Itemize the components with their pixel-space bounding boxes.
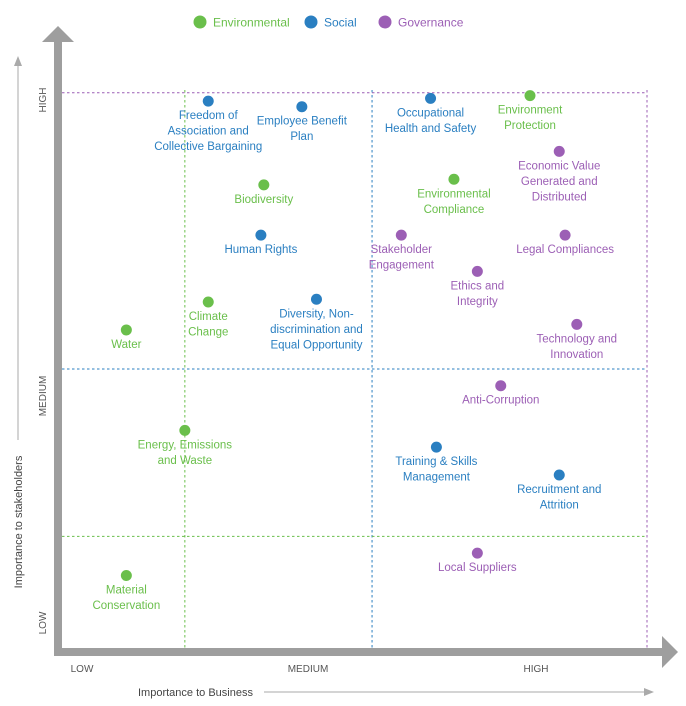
point-training-skills-management bbox=[430, 441, 442, 453]
point-economic-value-generated-and-distributed bbox=[553, 145, 565, 157]
legend: Environmental Social Governance bbox=[193, 15, 464, 30]
label-recruitment-and-attrition: Recruitment and Attrition bbox=[517, 484, 601, 512]
point-local-suppliers bbox=[471, 547, 483, 559]
point-environment-protection bbox=[524, 90, 536, 102]
y-axis-title: Importance to stakeholders bbox=[13, 455, 25, 588]
legend-marker-governance bbox=[378, 15, 392, 29]
legend-label-social: Social bbox=[324, 16, 357, 30]
label-employee-benefit-plan: Employee Benefit Plan bbox=[257, 116, 348, 143]
legend-marker-social bbox=[304, 15, 318, 29]
y-tick-medium: MEDIUM bbox=[38, 376, 49, 417]
legend-marker-environmental bbox=[193, 15, 207, 29]
label-local-suppliers: Local Suppliers bbox=[438, 562, 517, 574]
axes bbox=[14, 26, 678, 696]
legend-label-governance: Governance bbox=[398, 16, 464, 30]
point-recruitment-and-attrition bbox=[553, 469, 565, 481]
label-material-conservation: Material Conservation bbox=[92, 584, 160, 612]
label-environment-protection: Environment Protection bbox=[498, 105, 563, 133]
point-ethics-and-integrity bbox=[471, 265, 483, 277]
label-human-rights: Human Rights bbox=[224, 244, 297, 256]
point-anti-corruption bbox=[495, 380, 507, 392]
data-points: Environment Protection Environmental Compli… bbox=[92, 90, 617, 612]
point-energy-emissions-and-waste bbox=[179, 424, 191, 436]
label-freedom-of-association-and-collective-bargaining: Freedom of Association and Collective Barg… bbox=[154, 110, 262, 153]
point-climate-change bbox=[202, 296, 214, 308]
tick-labels: LOW MEDIUM HIGH LOW MEDIUM HIGH bbox=[38, 88, 549, 676]
point-water bbox=[120, 324, 132, 336]
label-water: Water bbox=[111, 339, 141, 351]
label-technology-and-innovation: Technology and Innovation bbox=[537, 333, 618, 361]
x-axis-arrow bbox=[662, 636, 678, 668]
x-tick-high: HIGH bbox=[524, 664, 549, 675]
point-legal-compliances bbox=[559, 229, 571, 241]
axis-titles: Importance to Business Importance to stak… bbox=[13, 455, 253, 699]
label-economic-value-generated-and-distributed: Economic Value Generated and Distributed bbox=[518, 160, 600, 203]
point-environmental-compliance bbox=[448, 173, 460, 185]
x-tick-medium: MEDIUM bbox=[288, 664, 329, 675]
point-technology-and-innovation bbox=[571, 318, 583, 330]
label-occupational-health-and-safety: Occupational Health and Safety bbox=[385, 107, 477, 134]
x-axis-title: Importance to Business bbox=[138, 687, 253, 699]
point-occupational-health-and-safety bbox=[425, 92, 437, 104]
point-stakeholder-engagement bbox=[395, 229, 407, 241]
point-human-rights bbox=[255, 229, 267, 241]
y-axis-line bbox=[54, 40, 62, 652]
point-freedom-of-association-and-collective-bargaining bbox=[202, 95, 214, 107]
label-anti-corruption: Anti-Corruption bbox=[462, 395, 539, 407]
label-climate-change: Climate Change bbox=[188, 311, 228, 339]
x-tick-low: LOW bbox=[71, 664, 94, 675]
label-stakeholder-engagement: Stakeholder Engagement bbox=[369, 244, 435, 272]
gridlines bbox=[62, 90, 648, 648]
y-axis-arrow bbox=[42, 26, 74, 42]
legend-label-environmental: Environmental bbox=[213, 16, 290, 30]
label-diversity-non-discrimination-and-equal-opportunity: Diversity, Non-discrimination and Equal O… bbox=[270, 308, 363, 351]
label-legal-compliances: Legal Compliances bbox=[516, 244, 614, 256]
x-axis-line bbox=[54, 648, 666, 656]
label-training-skills-management: Training & Skills Management bbox=[395, 456, 477, 484]
y-tick-low: LOW bbox=[38, 611, 49, 634]
y-title-arrow-head bbox=[14, 56, 22, 66]
point-employee-benefit-plan bbox=[296, 101, 308, 113]
label-environmental-compliance: Environmental Compliance bbox=[417, 188, 491, 216]
point-material-conservation bbox=[120, 569, 132, 581]
x-title-arrow-head bbox=[644, 688, 654, 696]
point-biodiversity bbox=[258, 179, 270, 191]
y-tick-high: HIGH bbox=[38, 88, 49, 113]
label-biodiversity: Biodiversity bbox=[234, 194, 293, 206]
label-ethics-and-integrity: Ethics and Integrity bbox=[450, 280, 504, 308]
point-diversity-non-discrimination-and-equal-opportunity bbox=[310, 293, 322, 305]
label-energy-emissions-and-waste: Energy, Emissions and Waste bbox=[138, 439, 233, 467]
